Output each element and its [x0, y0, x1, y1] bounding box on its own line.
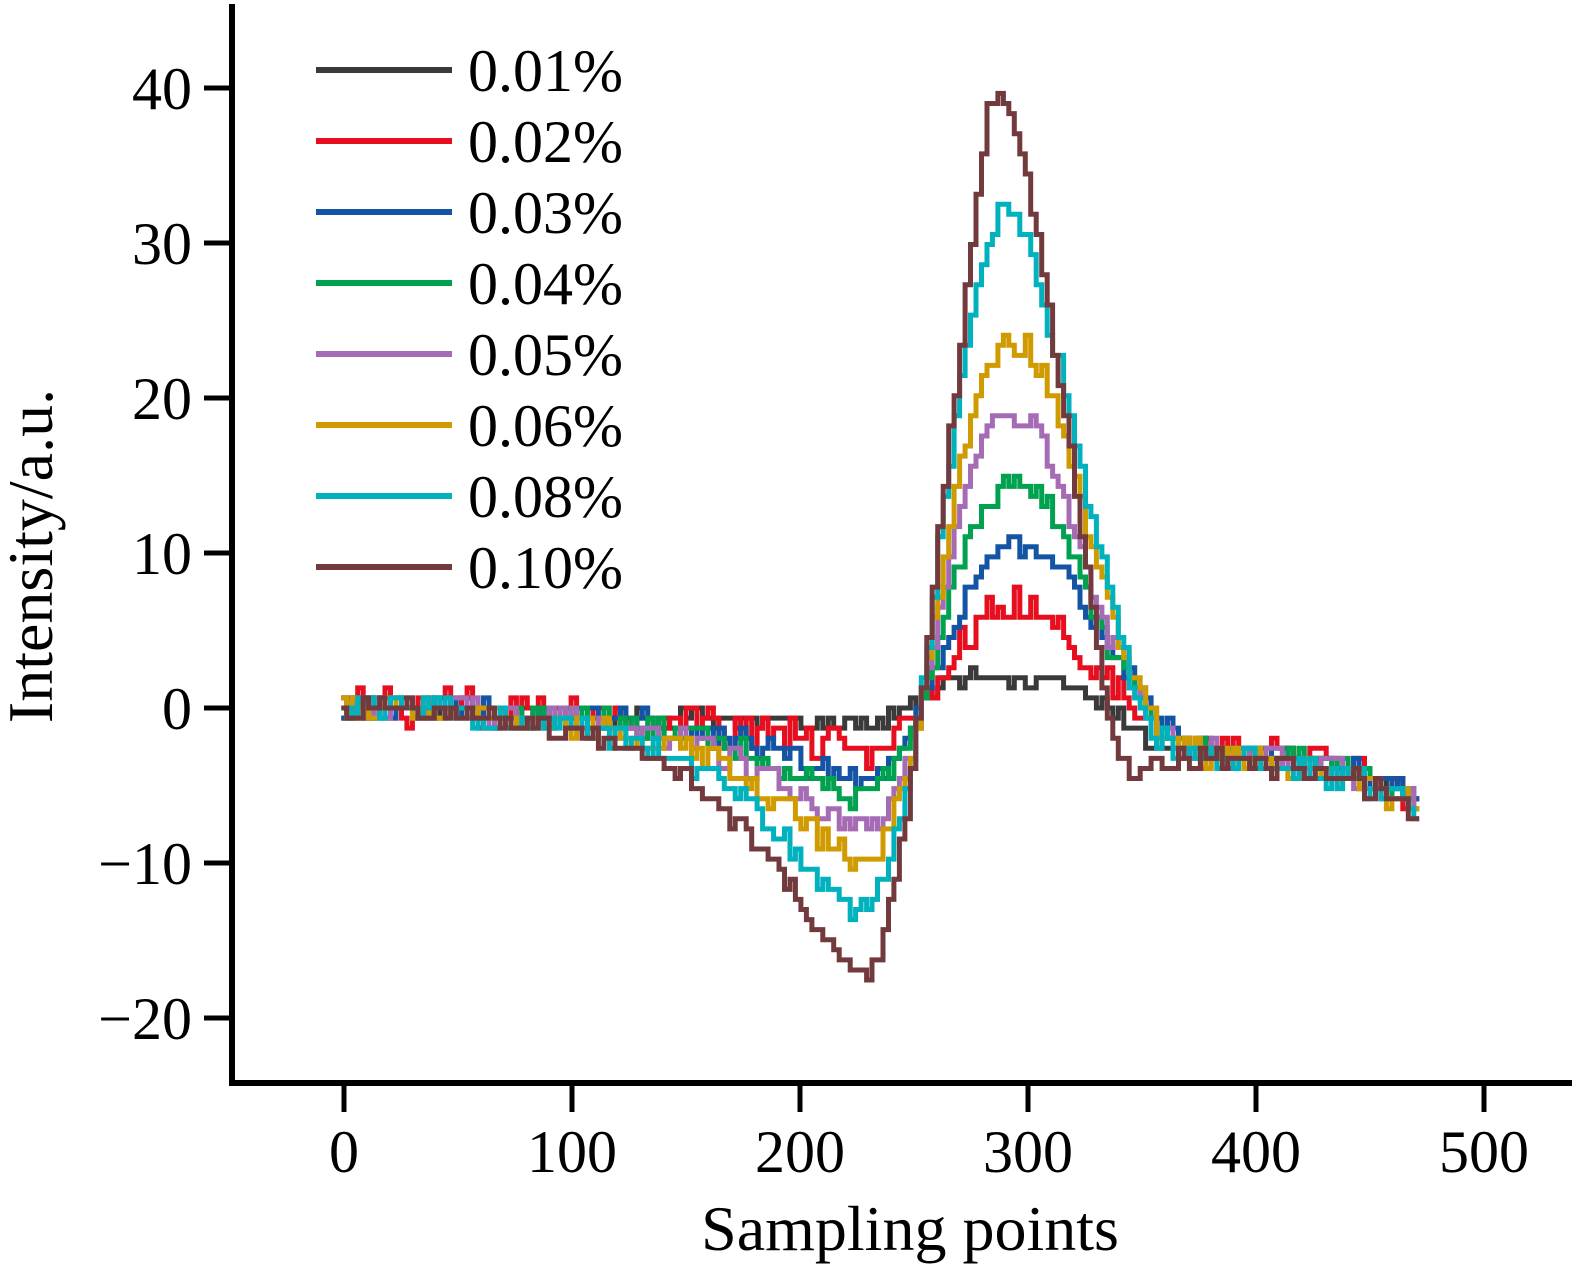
- legend-label-0.02%: 0.02%: [468, 109, 623, 175]
- y-tick-label: 30: [132, 211, 192, 277]
- series-line-0.10%: [341, 90, 1420, 983]
- x-axis-label: Sampling points: [701, 1193, 1119, 1264]
- legend-label-0.08%: 0.08%: [468, 464, 623, 530]
- x-tick-label: 200: [755, 1119, 845, 1185]
- y-tick-label: 10: [132, 521, 192, 587]
- x-tick-label: 400: [1211, 1119, 1301, 1185]
- y-tick-label: 20: [132, 366, 192, 432]
- y-tick-label: −10: [98, 831, 192, 897]
- plot-area: [341, 90, 1420, 983]
- y-tick-label: −20: [98, 986, 192, 1052]
- legend-label-0.03%: 0.03%: [468, 180, 623, 246]
- x-tick-label: 300: [983, 1119, 1073, 1185]
- legend-label-0.06%: 0.06%: [468, 393, 623, 459]
- x-tick-label: 0: [329, 1119, 359, 1185]
- y-tick-label: 40: [132, 56, 192, 122]
- x-tick-label: 500: [1439, 1119, 1529, 1185]
- legend-label-0.10%: 0.10%: [468, 535, 623, 601]
- legend-label-0.05%: 0.05%: [468, 322, 623, 388]
- y-tick-label: 0: [162, 676, 192, 742]
- y-axis-spine: [229, 4, 235, 1086]
- y-axis-label: Intensity/a.u.: [0, 389, 66, 723]
- legend: 0.01%0.02%0.03%0.04%0.05%0.06%0.08%0.10%: [316, 38, 623, 601]
- legend-label-0.01%: 0.01%: [468, 38, 623, 104]
- legend-label-0.04%: 0.04%: [468, 251, 623, 317]
- series-line-0.02%: [341, 584, 1420, 812]
- x-tick-label: 100: [527, 1119, 617, 1185]
- x-axis-spine: [229, 1080, 1572, 1086]
